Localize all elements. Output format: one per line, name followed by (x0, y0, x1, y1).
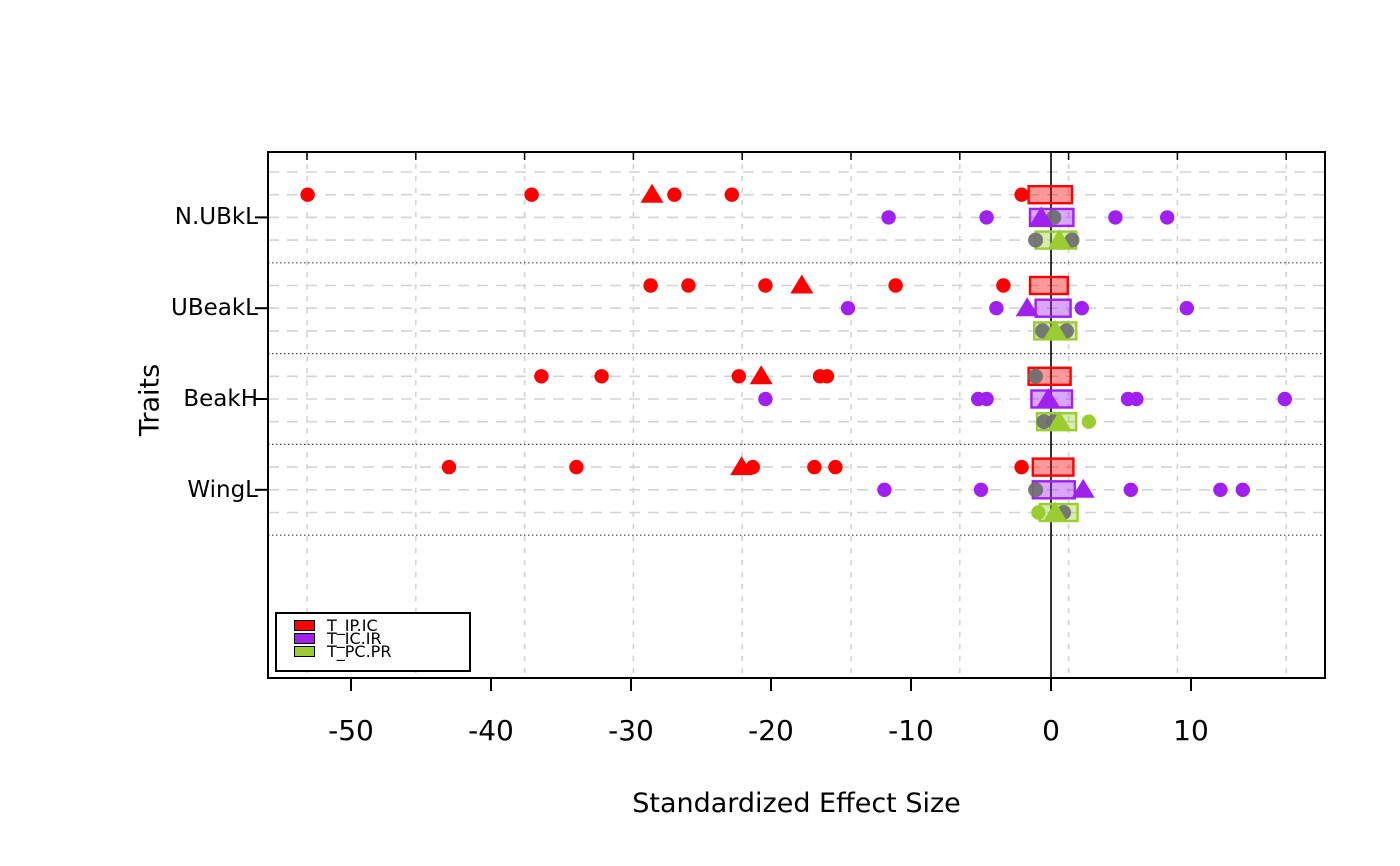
green-triangle (1047, 410, 1071, 430)
red-dot (667, 187, 682, 202)
purple-dot (1160, 210, 1175, 225)
red-interval-box (1031, 457, 1075, 477)
x-tick-label--30: -30 (608, 714, 654, 747)
red-triangle (749, 365, 773, 385)
purple-interval-box (1034, 298, 1072, 318)
y-tick-label-N.UBkL: N.UBkL (174, 204, 258, 231)
purple-triangle (1029, 206, 1053, 226)
purple-dot (877, 482, 892, 497)
red-dot (1014, 187, 1029, 202)
y-tick-label-UBeakL: UBeakL (171, 295, 258, 322)
legend-swatch-purple (294, 633, 315, 644)
legend-label-red: T_IP.IC (327, 616, 378, 635)
x-tick-label--10: -10 (888, 714, 934, 747)
red-dot (807, 459, 822, 475)
legend-item-purple: T_IC.IR (277, 629, 469, 648)
red-dot (1014, 459, 1029, 475)
legend-swatch-red (294, 620, 315, 631)
red-interval-box (1028, 275, 1069, 296)
legend-label-purple: T_IC.IR (327, 629, 382, 648)
x-tick-label-0: 0 (1042, 714, 1060, 747)
purple-dot (979, 391, 994, 407)
green-triangle (1047, 229, 1071, 249)
red-dot (300, 187, 315, 202)
purple-dot (979, 210, 994, 225)
purple-dot (989, 301, 1004, 316)
red-dot (643, 278, 658, 293)
x-tick-label--50: -50 (328, 714, 374, 747)
purple-dot (1074, 301, 1090, 316)
legend-label-green: T_PC.PR (327, 642, 392, 661)
purple-dot (1277, 391, 1293, 407)
purple-dot (1213, 482, 1228, 497)
red-dot (594, 369, 609, 384)
red-dot (888, 278, 903, 293)
purple-dot (1179, 301, 1195, 316)
red-dot (534, 369, 549, 384)
purple-dot (1129, 391, 1144, 407)
red-dot (828, 459, 843, 475)
x-tick-label--40: -40 (468, 714, 514, 747)
x-tick-label--20: -20 (748, 714, 794, 747)
purple-dot (1108, 210, 1123, 225)
purple-dot (1235, 482, 1251, 497)
purple-triangle (1071, 478, 1095, 498)
red-dot (758, 278, 773, 293)
plot-border (267, 151, 1326, 679)
red-dot (731, 369, 746, 384)
legend-item-red: T_IP.IC (277, 616, 469, 635)
y-tick-label-WingL: WingL (187, 476, 258, 503)
y-axis-title: Traits (134, 363, 166, 437)
red-dot (681, 278, 696, 293)
legend: T_IP.IC T_IC.IR T_PC.PR (275, 612, 471, 672)
purple-dot (881, 210, 896, 225)
purple-triangle (1036, 388, 1060, 407)
red-triangle (640, 183, 664, 203)
x-axis-title: Standardized Effect Size (632, 788, 961, 819)
red-dot (524, 187, 539, 202)
green-dot (1081, 414, 1097, 429)
purple-dot (758, 391, 773, 407)
gray-dot (1028, 482, 1044, 498)
legend-swatch-green (294, 646, 315, 657)
red-interval-box (1027, 184, 1074, 205)
green-dot (1031, 505, 1046, 520)
legend-item-green: T_PC.PR (277, 642, 469, 661)
gray-dot (1028, 368, 1044, 384)
gray-dot (1028, 232, 1044, 248)
red-triangle (790, 274, 814, 294)
purple-triangle (1015, 297, 1039, 317)
red-triangle (730, 456, 754, 476)
y-tick-label-BeakH: BeakH (183, 386, 258, 412)
green-triangle (1043, 319, 1067, 339)
purple-dot (840, 301, 856, 316)
red-dot (996, 278, 1011, 293)
red-dot (724, 187, 739, 202)
purple-dot (1123, 482, 1139, 497)
red-dot (441, 459, 457, 475)
red-dot (569, 459, 584, 475)
red-dot (819, 369, 835, 384)
purple-dot (973, 482, 989, 497)
x-tick-label-10: 10 (1173, 714, 1209, 747)
green-triangle (1043, 501, 1067, 521)
